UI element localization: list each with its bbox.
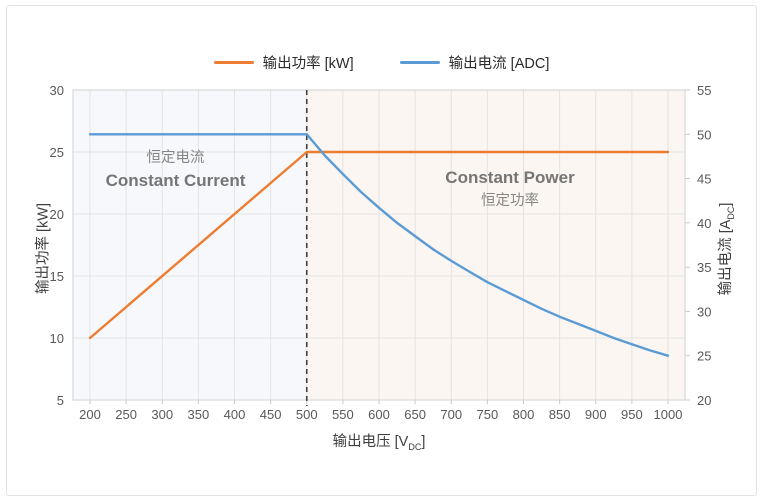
y-left-tick-label: 20 [50, 207, 64, 222]
y-left-tick-label: 10 [50, 331, 64, 346]
y-right-tick-label: 20 [697, 393, 711, 408]
x-tick-label: 400 [224, 407, 246, 422]
annotation-constant-current-zh: 恒定电流 [146, 150, 205, 166]
y-right-tick-label: 40 [697, 216, 711, 231]
annotation-constant-power-en: Constant Power [445, 168, 575, 187]
x-tick-label: 300 [151, 407, 173, 422]
y-right-tick-label: 50 [697, 127, 711, 142]
x-tick-label: 450 [260, 407, 282, 422]
y-axis-left-title: 输出功率 [kW] [35, 202, 52, 295]
y-left-tick-label: 25 [50, 145, 64, 160]
output-current-line [88, 133, 670, 357]
x-tick-label: 850 [549, 407, 571, 422]
legend-item-output-current: 输出电流 [ADC] [399, 52, 550, 73]
x-tick-label: 1000 [654, 407, 683, 422]
legend-label-output-current: 输出电流 [ADC] [448, 56, 550, 72]
power-line-swatch [213, 61, 254, 64]
x-tick-label: 550 [332, 407, 354, 422]
y-left-tick-label: 5 [57, 393, 64, 408]
legend-item-output-power: 输出功率 [kW] [213, 52, 354, 73]
constant-power-region-bg [306, 90, 685, 400]
annotation-constant-current-en: Constant Current [105, 171, 246, 191]
x-tick-label: 600 [368, 407, 390, 422]
x-axis-title: 输出电压 [VDC] [332, 434, 426, 452]
y-right-tick-label: 35 [697, 260, 711, 275]
annotation-constant-power: Constant Power 恒定功率 [420, 166, 600, 212]
x-tick-label: 900 [585, 407, 607, 422]
y-right-tick-label: 45 [697, 172, 711, 187]
x-tick-label: 750 [477, 407, 499, 422]
constant-current-region-bg [73, 90, 307, 400]
legend-label-output-power: 输出功率 [kW] [262, 56, 354, 72]
y-left-tick-label: 30 [50, 83, 64, 98]
y-right-tick-label: 55 [697, 83, 711, 98]
y-left-tick-label: 15 [50, 269, 64, 284]
x-tick-label: 200 [79, 407, 101, 422]
annotation-constant-current: 恒定电流 Constant Current [88, 148, 263, 194]
annotation-constant-power-zh: 恒定功率 [481, 192, 539, 209]
y-right-tick-label: 30 [697, 304, 711, 319]
y-right-tick-label: 25 [697, 349, 711, 364]
x-tick-label: 800 [513, 407, 535, 422]
x-tick-label: 650 [404, 407, 426, 422]
output-power-line [88, 150, 670, 340]
x-tick-label: 700 [440, 407, 462, 422]
x-tick-label: 500 [296, 407, 318, 422]
x-tick-label: 950 [621, 407, 643, 422]
current-line-swatch [399, 61, 440, 64]
y-axis-right-title: 输出电流 [ADC] [718, 202, 736, 296]
x-tick-label: 350 [188, 407, 210, 422]
x-tick-label: 250 [115, 407, 137, 422]
legend: 输出功率 [kW] 输出电流 [ADC] [0, 52, 763, 73]
